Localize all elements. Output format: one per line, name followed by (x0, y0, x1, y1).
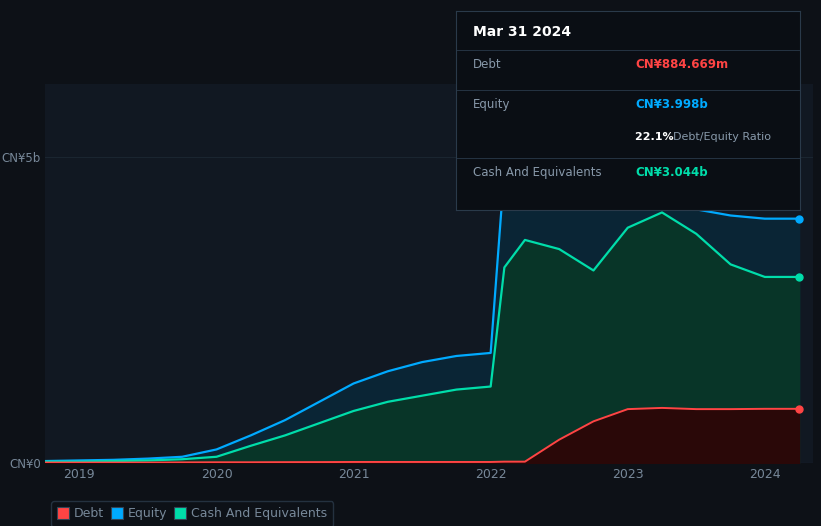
Text: 22.1%: 22.1% (635, 133, 677, 143)
Text: CN¥3.998b: CN¥3.998b (635, 98, 708, 112)
Text: CN¥3.044b: CN¥3.044b (635, 166, 708, 179)
Text: Debt: Debt (473, 58, 502, 72)
Legend: Debt, Equity, Cash And Equivalents: Debt, Equity, Cash And Equivalents (52, 501, 333, 526)
Text: Equity: Equity (473, 98, 511, 112)
Text: Mar 31 2024: Mar 31 2024 (473, 25, 571, 38)
Text: CN¥884.669m: CN¥884.669m (635, 58, 728, 72)
Text: Debt/Equity Ratio: Debt/Equity Ratio (673, 133, 771, 143)
Text: Cash And Equivalents: Cash And Equivalents (473, 166, 602, 179)
